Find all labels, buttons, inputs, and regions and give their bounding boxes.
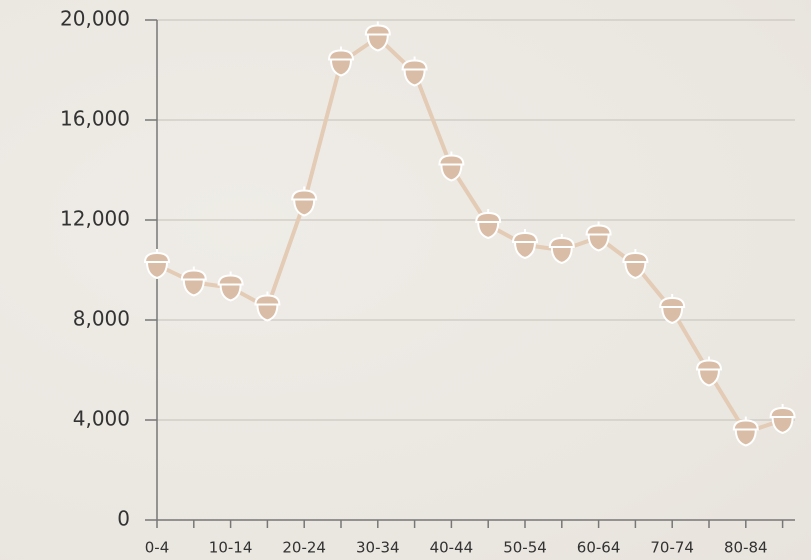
acorn-cap [364,24,391,36]
acorn-marker [143,249,171,280]
acorn-body [624,261,647,280]
y-tick-label: 12,000 [60,207,130,231]
y-tick-label: 16,000 [60,107,130,131]
y-tick-label: 4,000 [73,407,130,431]
acorn-cap [143,251,171,263]
acorn-body [182,278,205,297]
y-tick-label: 20,000 [60,7,130,31]
acorn-marker [401,56,428,87]
data-line [156,35,784,435]
acorn-body [661,306,684,325]
acorn-cap [659,296,686,308]
acorn-cap [327,49,355,61]
acorn-body [403,68,426,87]
acorn-marker [732,416,759,447]
acorn-marker [475,209,502,240]
acorn-marker [291,186,318,217]
acorn-body [256,303,279,322]
acorn-body [366,33,389,52]
y-tick-label: 0 [117,507,130,531]
y-tick-label: 8,000 [73,307,130,331]
acorn-body [440,163,463,182]
acorn-cap [475,211,502,223]
acorn-marker [327,46,355,77]
acorn-body [329,58,353,77]
acorn-cap [548,236,575,248]
acorn-cap [511,231,539,243]
acorn-marker [217,271,244,302]
acorn-body [145,261,169,280]
acorn-cap [291,189,318,201]
acorn-marker [659,294,686,325]
acorn-marker [364,21,391,52]
acorn-body [550,246,573,265]
acorn-body [477,221,500,240]
acorn-cap [438,154,465,166]
x-tick-label: 80-84 [724,539,768,557]
acorn-cap [585,224,612,236]
acorn-body [513,241,537,260]
acorn-cap [180,269,207,281]
acorn-cap [732,419,759,431]
acorn-marker [769,404,796,435]
acorn-cap [622,251,649,263]
acorn-marker [438,151,465,182]
x-tick-label: 60-64 [577,539,621,557]
acorn-marker [180,266,207,297]
acorn-body [219,283,242,302]
acorn-cap [769,406,796,418]
x-tick-label: 10-14 [209,539,253,557]
acorn-marker [695,356,723,387]
acorn-body [734,428,757,447]
x-tick-label: 40-44 [430,539,474,557]
acorn-marker [585,221,612,252]
acorn-body [587,233,610,252]
x-tick-label: 50-54 [503,539,547,557]
x-tick-label: 20-24 [282,539,326,557]
acorn-body [771,416,794,435]
acorn-body [293,198,316,217]
x-tick-label: 0-4 [145,539,170,557]
acorn-cap [217,274,244,286]
acorn-body [697,368,721,387]
acorn-marker [254,291,281,322]
acorn-marker [548,234,575,265]
acorn-marker [511,229,539,260]
x-tick-label: 30-34 [356,539,400,557]
acorn-cap [695,359,723,371]
acorn-cap [401,59,428,71]
x-tick-label: 70-74 [650,539,694,557]
acorn-cap [254,294,281,306]
acorn-marker [622,249,649,280]
